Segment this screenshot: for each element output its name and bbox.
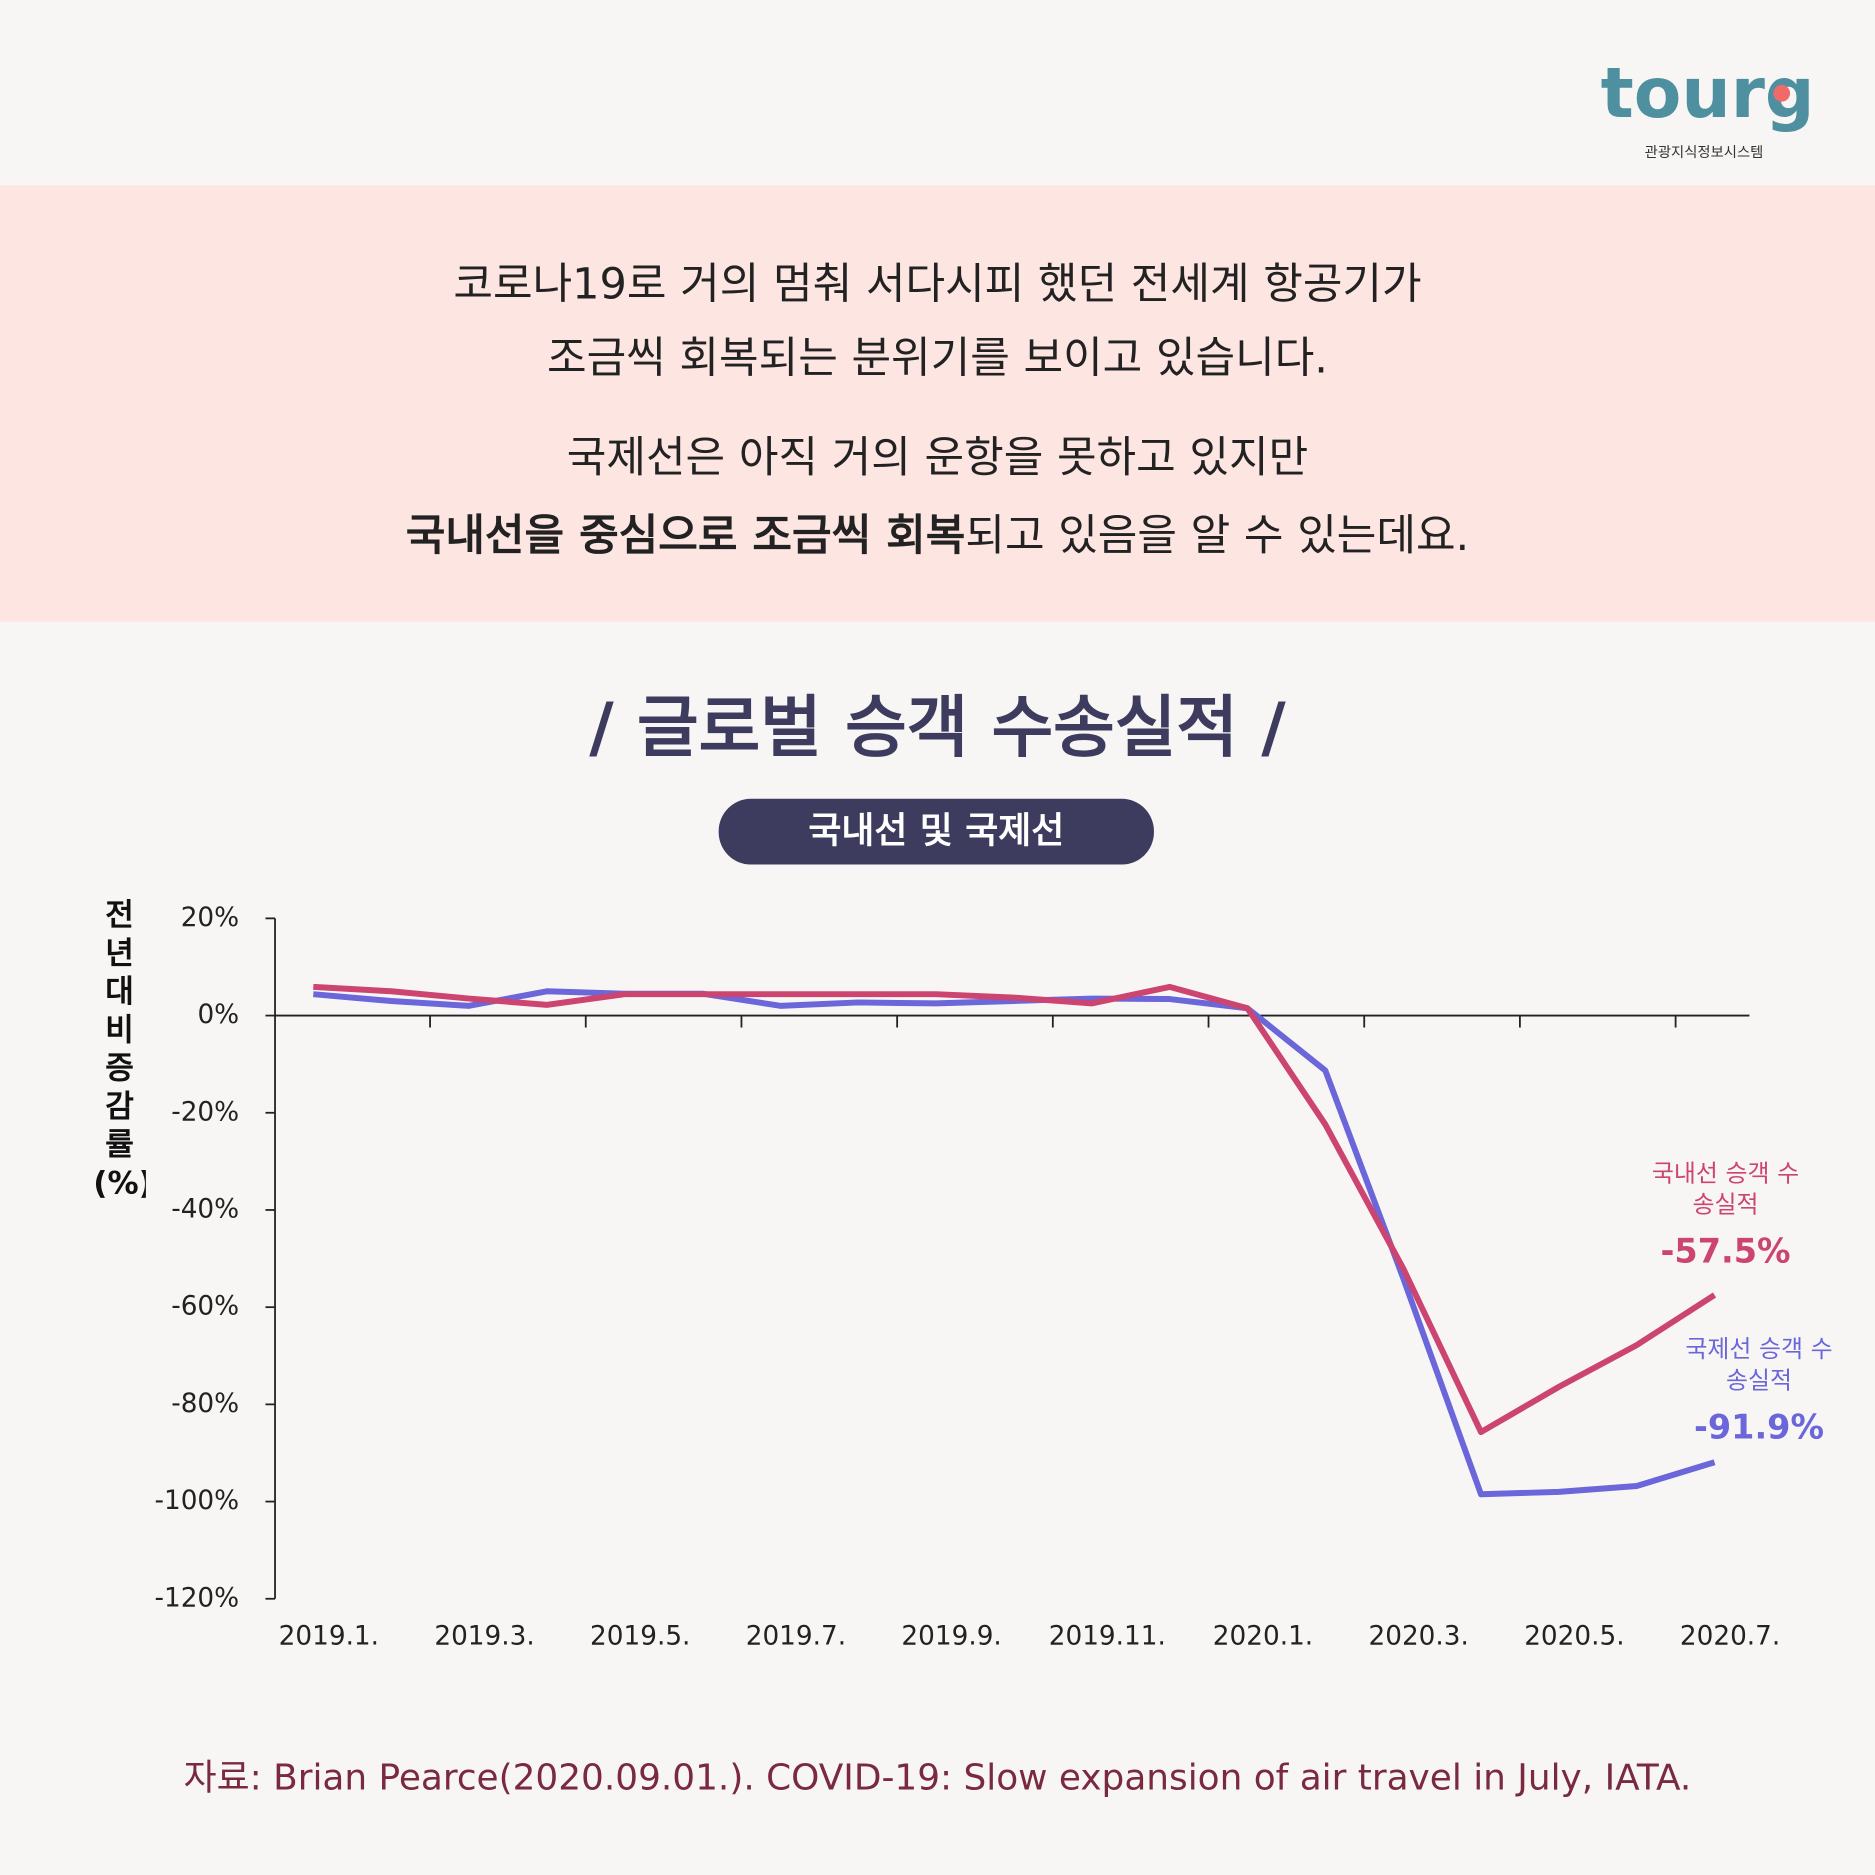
x-tick-label: 2020.3. [1368,1622,1468,1652]
y-tick-label: -120% [154,1583,239,1613]
y-tick-label: -80% [171,1389,239,1419]
intro-text: 국내선을 중심으로 조금씩 회복되고 있음을 알 수 있는데요. [406,511,1469,561]
x-tick-label: 2020.1. [1213,1622,1313,1652]
y-axis-label-box: 전년대비 증감률 (%) [93,898,146,1202]
y-tick-label: 20% [181,903,239,933]
intro-bold: 국내선을 중심으로 조금씩 회복 [406,511,966,561]
intro-text: 국제선은 아직 거의 운항을 못하고 있지만 [567,433,1308,483]
y-tick-label: -20% [171,1097,239,1127]
chart-title: / 글로벌 승객 수송실적 / [589,688,1286,766]
x-tick-label: 2019.7. [746,1622,846,1652]
series-label: 국내선 승객 수송실적 [1651,1158,1800,1219]
data-line [313,983,1717,1436]
y-tick-label: -100% [154,1486,239,1516]
x-tick-label: 2020.5. [1524,1622,1624,1652]
chart-subtitle: 국내선 및 국제선 [808,810,1064,851]
intro-rest: 되고 있음을 알 수 있는데요. [965,511,1469,561]
series-label-box: 국제선 승객 수송실적 [1685,1334,1833,1395]
x-tick-label: 2019.3. [434,1622,534,1652]
intro-band [0,185,1875,622]
x-tick-label: 2019.9. [901,1622,1001,1652]
intro-text: 조금씩 회복되는 분위기를 보이고 있습니다. [547,334,1328,384]
x-tick-label: 2020.7. [1680,1622,1780,1652]
subtitle-pill [718,798,1154,865]
series-label: 국제선 승객 수송실적 [1685,1334,1833,1395]
logo-subtitle: 관광지식정보시스템 [1645,144,1764,161]
series-label-box: 국내선 승객 수송실적 [1651,1158,1800,1219]
x-tick-label: 2019.1. [279,1622,379,1652]
x-tick-label: 2019.11. [1049,1622,1166,1652]
y-axis-label: 전년대비 증감률 (%) [93,898,146,1202]
logo-pin [1773,84,1791,102]
data-line [313,988,1716,1498]
y-tick-label: -40% [171,1194,239,1224]
y-tick-label: 0% [197,1000,239,1030]
value-label: -57.5% [1661,1232,1791,1271]
source: 자료: Brian Pearce(2020.09.01.). COVID-19:… [184,1757,1692,1798]
intro-text: 코로나19로 거의 멈춰 서다시피 했던 전세계 항공기가 [453,259,1421,309]
x-tick-label: 2019.5. [590,1622,690,1652]
y-tick-label: -60% [171,1292,239,1322]
value-label: -91.9% [1694,1407,1824,1446]
